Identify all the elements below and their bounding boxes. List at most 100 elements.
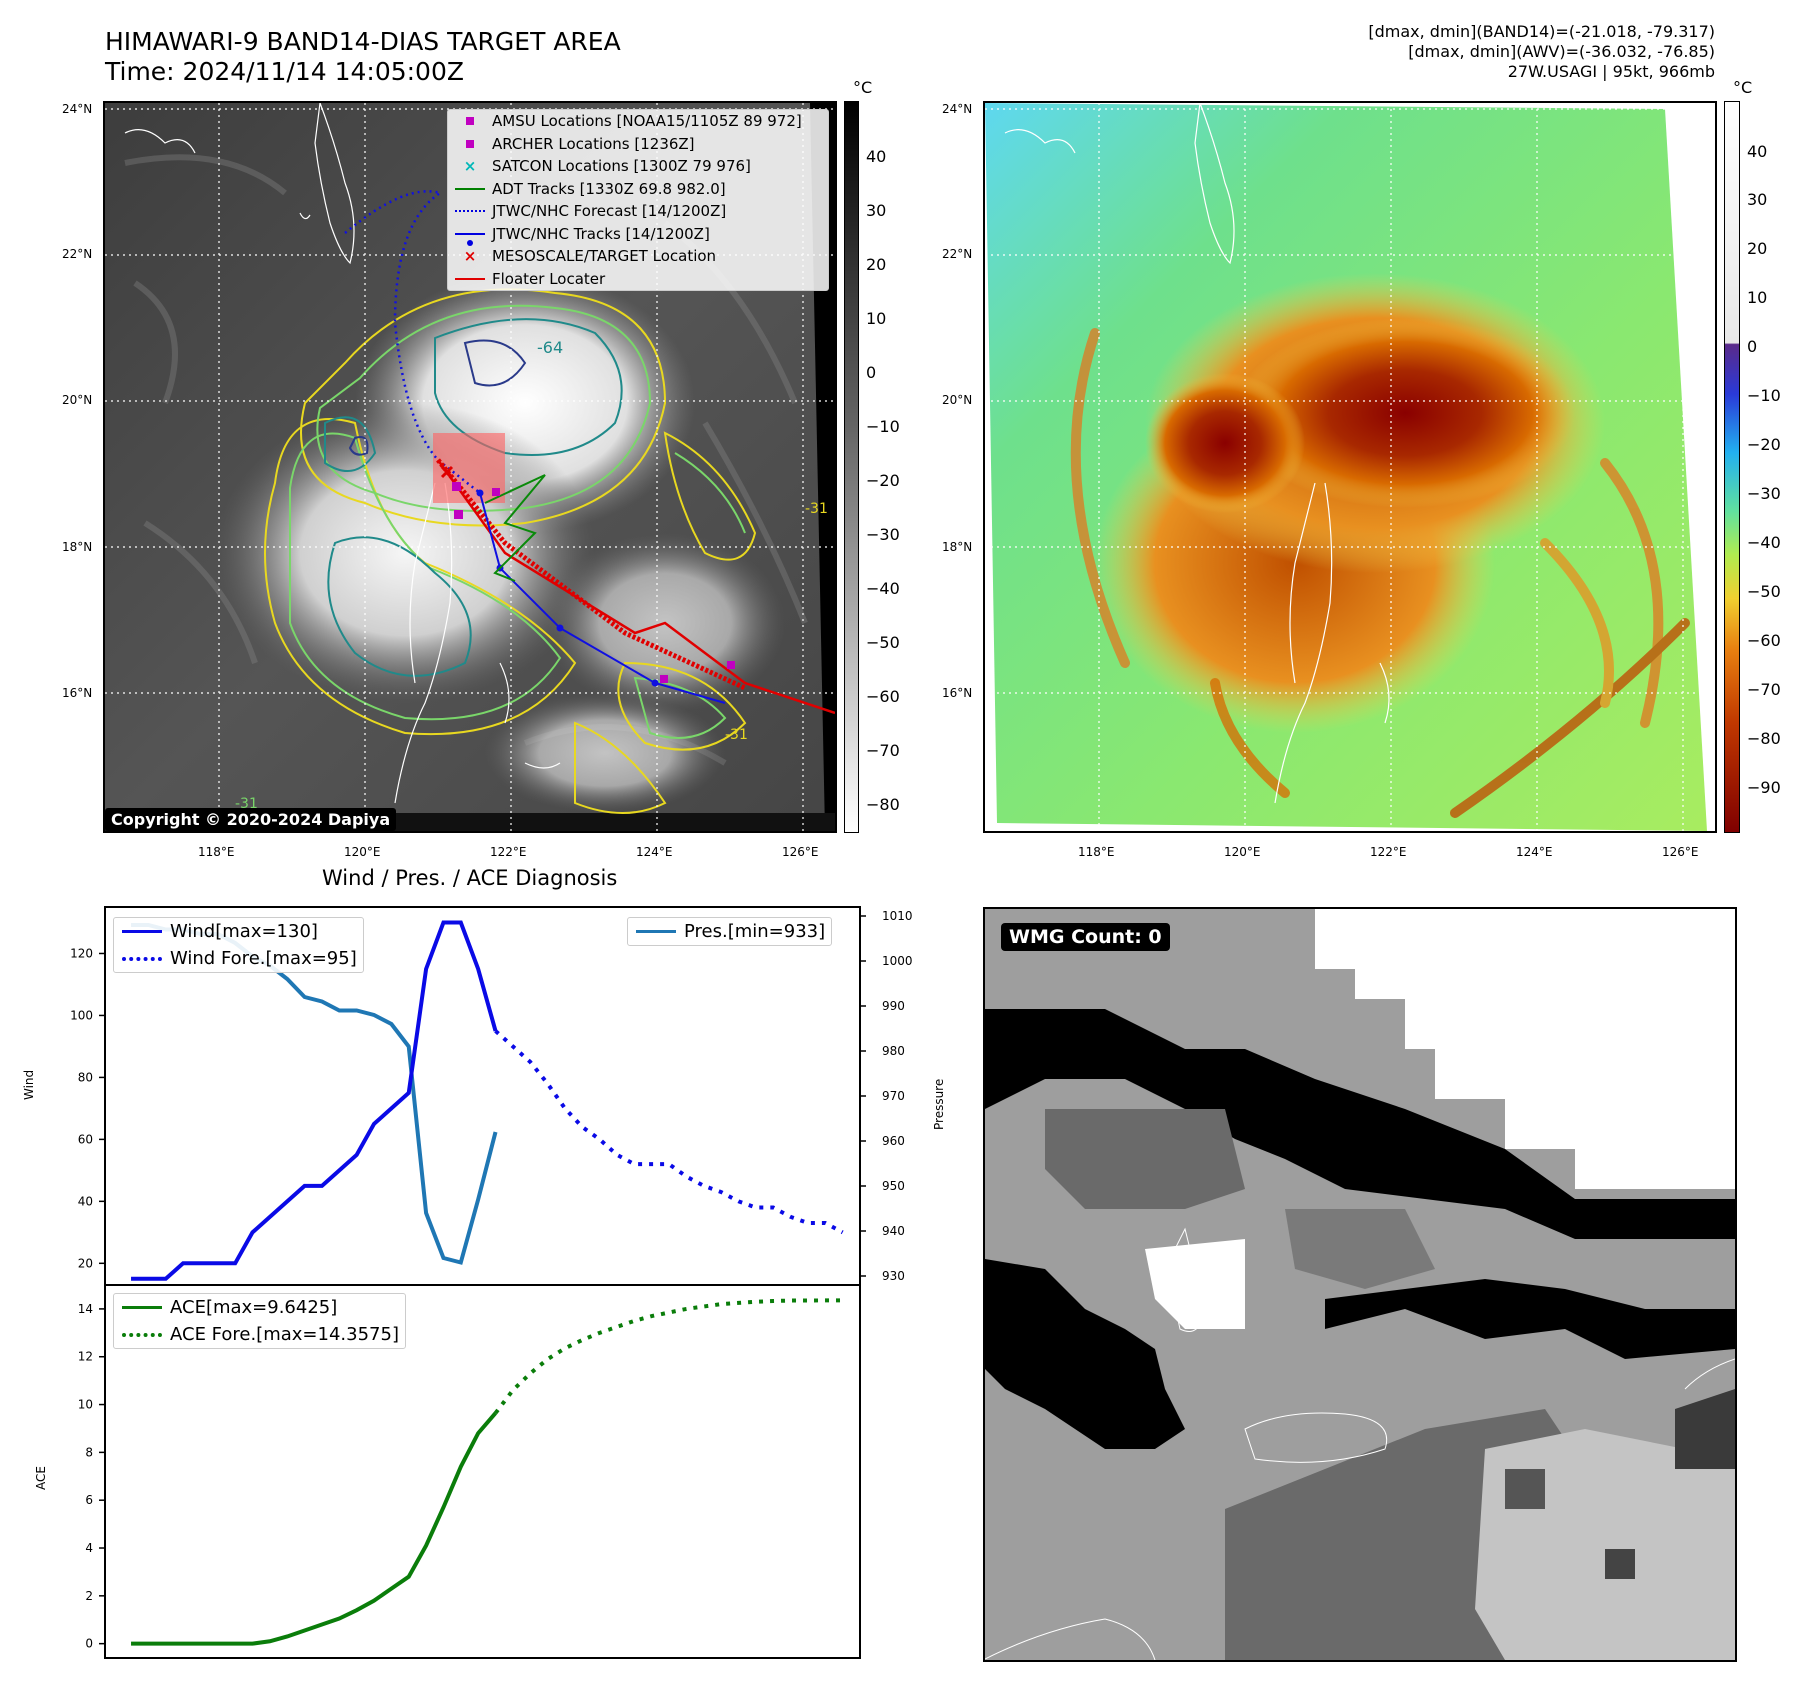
forecast-dotted-icon [455,210,485,213]
legend-pres: Pres.[min=933] [628,918,831,945]
ace-tick-label: 0 [85,1637,93,1651]
ir-map-panel: -64 -31 -31 -31 AMSU Locations [NOAA15/1… [103,101,837,833]
adt-line-icon [455,187,485,190]
legend-forecast: JTWC/NHC Forecast [14/1200Z] [448,200,828,223]
storm-core-north [1235,318,1575,508]
cb1-m80: −80 [866,795,900,814]
ace-tick-label: 2 [85,1589,93,1603]
map2-lon-126: 126°E [1662,845,1699,859]
cb2-m40: −40 [1747,533,1781,552]
cb2-40: 40 [1747,142,1768,161]
cb1-m70: −70 [866,741,900,760]
legend-satcon-label: SATCON Locations [1300Z 79 976] [492,157,751,176]
map1-lon-124: 124°E [636,845,673,859]
floater-line-icon [455,277,485,280]
pressure-tick-label: 1000 [882,954,913,968]
wmg-dark-gray-b [1285,1209,1435,1289]
legend-ace-fore-label: ACE Fore.[max=14.3575] [170,1324,399,1345]
ace-plot-frame [104,1284,861,1659]
ace-tick-label: 10 [78,1398,93,1412]
cb2-m80: −80 [1747,729,1781,748]
cb2-m10: −10 [1747,386,1781,405]
cb1-10: 10 [866,309,887,328]
cb1-m10: −10 [866,417,900,436]
cb1-m30: −30 [866,525,900,544]
ace-legend: ACE[max=9.6425] ACE Fore.[max=14.3575] [113,1293,406,1349]
pressure-tick-label: 930 [882,1269,905,1283]
info-band14: [dmax, dmin](BAND14)=(-21.018, -79.317) [1368,22,1715,41]
map1-lon-122: 122°E [490,845,527,859]
map1-lat-20: 20°N [62,393,93,407]
legend-mesoscale-label: MESOSCALE/TARGET Location [492,247,717,266]
pressure-axis-label: Pressure [932,1078,946,1130]
awv-coastlines [1004,103,1390,804]
pressure-legend: Pres.[min=933] [627,917,833,946]
cb2-m30: −30 [1747,484,1781,503]
map2-lon-124: 124°E [1516,845,1553,859]
archer-square-icon [466,139,474,148]
wind-legend: Wind[max=130] Wind Fore.[max=95] [113,917,364,973]
map1-lat-22: 22°N [62,247,93,261]
cb1-m50: −50 [866,633,900,652]
wmg-white-north [985,909,1735,1189]
legend-amsu: AMSU Locations [NOAA15/1105Z 89 972] [448,110,828,133]
map1-lon-120: 120°E [344,845,381,859]
map2-lat-24: 24°N [942,102,973,116]
copyright-badge: Copyright © 2020-2024 Dapiya [105,808,397,831]
coastlines [124,103,561,804]
map2-lat-18: 18°N [942,540,973,554]
wind-tick-label: 120 [70,946,93,960]
map2-lat-22: 22°N [942,247,973,261]
wind-fore-dotted-icon [122,956,162,961]
wmg-panel: WMG Count: 0 [983,907,1737,1662]
wmg-black-band-west [985,1259,1185,1449]
mesoscale-target-marker [440,465,454,479]
cb2-m70: −70 [1747,680,1781,699]
ace-fore-dotted-icon [122,1332,162,1337]
temperature-contours [264,288,757,814]
wind-tick-label: 40 [78,1194,93,1208]
awv-map-panel [983,101,1717,833]
wind-series-line [131,920,498,1281]
title-line-2: Time: 2024/11/14 14:05:00Z [105,57,464,86]
mesoscale-x-icon: × [463,247,477,266]
cb1-m40: −40 [866,579,900,598]
pressure-tick-label: 980 [882,1044,905,1058]
wmg-white-east [1685,1109,1735,1189]
ace-line-icon [122,1306,162,1309]
wind-forecast-series-line [494,1029,844,1235]
satcon-x-icon: × [463,157,477,176]
colorbar1-unit: °C [853,78,873,97]
tracks-line-icon [455,232,485,235]
legend-wind-label: Wind[max=130] [170,921,318,942]
cb1-20: 20 [866,255,887,274]
wmg-dark-gray-a [1045,1109,1245,1209]
wmg-coastlines [985,1227,1735,1660]
legend-archer: ARCHER Locations [1236Z] [448,133,828,156]
info-storm: 27W.USAGI | 95kt, 966mb [1507,62,1715,81]
ace-forecast-series-line [493,1298,843,1415]
adt-track [484,474,546,582]
wind-tick-label: 60 [78,1132,93,1146]
pressure-series-line [131,923,498,1265]
tracks-dot-icon [467,239,473,246]
ace-series-line [131,1411,498,1646]
wind-tick-label: 80 [78,1070,93,1084]
amsu-archer-markers [452,482,735,683]
pressure-tick-label: 970 [882,1089,905,1103]
map1-lat-18: 18°N [62,540,93,554]
wmg-white-patch [1145,1239,1245,1329]
pressure-tick-label: 960 [882,1134,905,1148]
wmg-count-badge: WMG Count: 0 [1001,923,1170,951]
wmg-dark-square [1505,1469,1545,1509]
legend-ace-label: ACE[max=9.6425] [170,1297,338,1318]
cb2-10: 10 [1747,288,1768,307]
map-legend: AMSU Locations [NOAA15/1105Z 89 972] ARC… [447,109,829,291]
colorbar2 [1724,101,1740,833]
cb2-m60: −60 [1747,631,1781,650]
contour-label-31-a: -31 [805,501,828,517]
legend-archer-label: ARCHER Locations [1236Z] [492,134,695,153]
legend-forecast-label: JTWC/NHC Forecast [14/1200Z] [492,202,727,221]
mesoscale-track [436,458,747,691]
